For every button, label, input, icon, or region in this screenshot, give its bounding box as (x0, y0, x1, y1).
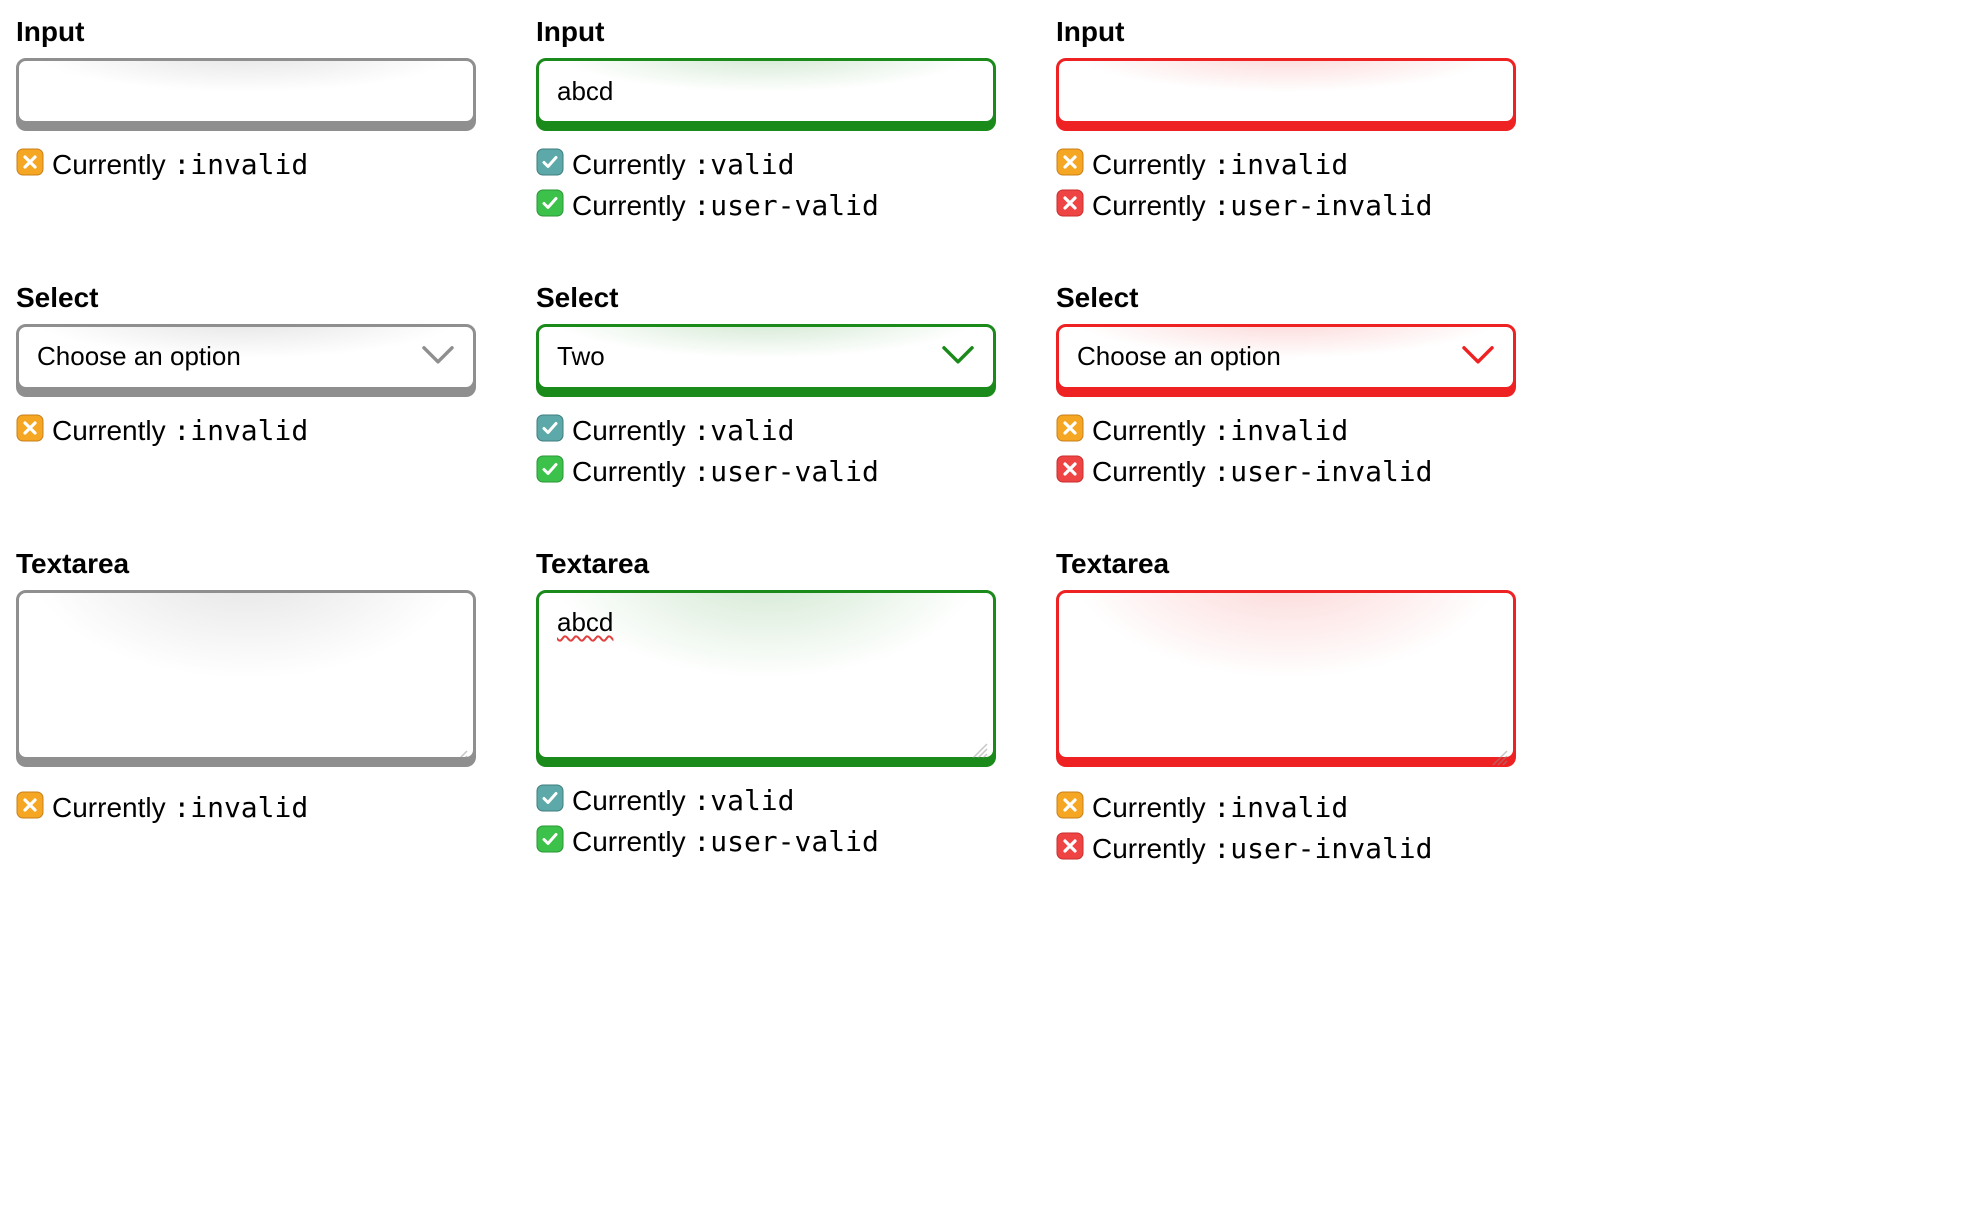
select-invalid-cell: Select Choose an option Currently :inval… (1056, 282, 1516, 488)
input-label: Input (1056, 16, 1516, 48)
x-red-icon (1056, 455, 1084, 488)
status-text: Currently :invalid (52, 148, 308, 181)
status-user-invalid: Currently :user-invalid (1056, 832, 1516, 865)
status-list: Currently :invalid (16, 148, 476, 181)
status-user-valid: Currently :user-valid (536, 825, 996, 858)
input-valid-field[interactable] (536, 58, 996, 124)
status-invalid: Currently :invalid (1056, 791, 1516, 824)
x-orange-icon (1056, 414, 1084, 447)
status-valid: Currently :valid (536, 148, 996, 181)
status-list: Currently :valid Currently :user-valid (536, 414, 996, 488)
status-valid: Currently :valid (536, 784, 996, 817)
status-list: Currently :invalid Currently :user-inval… (1056, 414, 1516, 488)
status-list: Currently :invalid (16, 414, 476, 447)
input-label: Input (536, 16, 996, 48)
check-teal-icon (536, 784, 564, 817)
select-wrap: Choose an option (1056, 324, 1516, 390)
status-list: Currently :valid Currently :user-valid (536, 784, 996, 858)
x-red-icon (1056, 832, 1084, 865)
input-wrap (1056, 58, 1516, 124)
select-label: Select (1056, 282, 1516, 314)
textarea-label: Textarea (1056, 548, 1516, 580)
check-green-icon (536, 455, 564, 488)
select-wrap: Choose an option (16, 324, 476, 390)
x-orange-icon (1056, 148, 1084, 181)
status-list: Currently :invalid Currently :user-inval… (1056, 148, 1516, 222)
status-invalid: Currently :invalid (1056, 148, 1516, 181)
textarea-valid-cell: Textarea abcd Currently :valid Currently… (536, 548, 996, 865)
form-states-grid: Input Currently :invalid Input Currently… (16, 16, 1516, 865)
textarea-valid-text: abcd (557, 607, 613, 637)
status-invalid: Currently :invalid (16, 791, 476, 824)
x-red-icon (1056, 189, 1084, 222)
status-text: Currently :valid (572, 414, 795, 447)
input-valid-cell: Input Currently :valid Currently :user-v… (536, 16, 996, 222)
status-user-invalid: Currently :user-invalid (1056, 455, 1516, 488)
textarea-invalid-field[interactable] (1056, 590, 1516, 760)
select-neutral-cell: Select Choose an option Currently :inval… (16, 282, 476, 488)
textarea-invalid-cell: Textarea Currently :invalid Currently :u… (1056, 548, 1516, 865)
input-neutral-cell: Input Currently :invalid (16, 16, 476, 222)
status-text: Currently :user-invalid (1092, 832, 1433, 865)
status-text: Currently :invalid (52, 414, 308, 447)
status-text: Currently :valid (572, 148, 795, 181)
textarea-label: Textarea (16, 548, 476, 580)
status-text: Currently :user-invalid (1092, 455, 1433, 488)
check-teal-icon (536, 148, 564, 181)
status-text: Currently :invalid (1092, 414, 1348, 447)
status-text: Currently :user-invalid (1092, 189, 1433, 222)
status-text: Currently :invalid (1092, 791, 1348, 824)
textarea-neutral-cell: Textarea Currently :invalid (16, 548, 476, 865)
x-orange-icon (1056, 791, 1084, 824)
input-wrap (16, 58, 476, 124)
input-label: Input (16, 16, 476, 48)
status-user-invalid: Currently :user-invalid (1056, 189, 1516, 222)
status-invalid: Currently :invalid (16, 148, 476, 181)
input-neutral-field[interactable] (16, 58, 476, 124)
input-wrap (536, 58, 996, 124)
status-text: Currently :invalid (52, 791, 308, 824)
input-invalid-field[interactable] (1056, 58, 1516, 124)
textarea-neutral-field[interactable] (16, 590, 476, 760)
check-green-icon (536, 825, 564, 858)
textarea-wrap (16, 590, 476, 767)
select-valid-cell: Select Two Currently :valid Currently :u… (536, 282, 996, 488)
check-green-icon (536, 189, 564, 222)
x-orange-icon (16, 791, 44, 824)
select-label: Select (536, 282, 996, 314)
status-text: Currently :invalid (1092, 148, 1348, 181)
select-invalid-field[interactable]: Choose an option (1056, 324, 1516, 390)
status-text: Currently :user-valid (572, 189, 879, 222)
select-neutral-field[interactable]: Choose an option (16, 324, 476, 390)
x-orange-icon (16, 148, 44, 181)
select-valid-field[interactable]: Two (536, 324, 996, 390)
status-text: Currently :user-valid (572, 455, 879, 488)
status-user-valid: Currently :user-valid (536, 455, 996, 488)
status-list: Currently :valid Currently :user-valid (536, 148, 996, 222)
status-list: Currently :invalid (16, 791, 476, 824)
select-wrap: Two (536, 324, 996, 390)
textarea-wrap: abcd (536, 590, 996, 760)
status-invalid: Currently :invalid (16, 414, 476, 447)
status-user-valid: Currently :user-valid (536, 189, 996, 222)
status-list: Currently :invalid Currently :user-inval… (1056, 791, 1516, 865)
status-text: Currently :user-valid (572, 825, 879, 858)
check-teal-icon (536, 414, 564, 447)
select-label: Select (16, 282, 476, 314)
textarea-label: Textarea (536, 548, 996, 580)
x-orange-icon (16, 414, 44, 447)
input-invalid-cell: Input Currently :invalid Currently :user… (1056, 16, 1516, 222)
status-valid: Currently :valid (536, 414, 996, 447)
textarea-wrap (1056, 590, 1516, 767)
textarea-valid-field[interactable]: abcd (536, 590, 996, 760)
status-invalid: Currently :invalid (1056, 414, 1516, 447)
status-text: Currently :valid (572, 784, 795, 817)
